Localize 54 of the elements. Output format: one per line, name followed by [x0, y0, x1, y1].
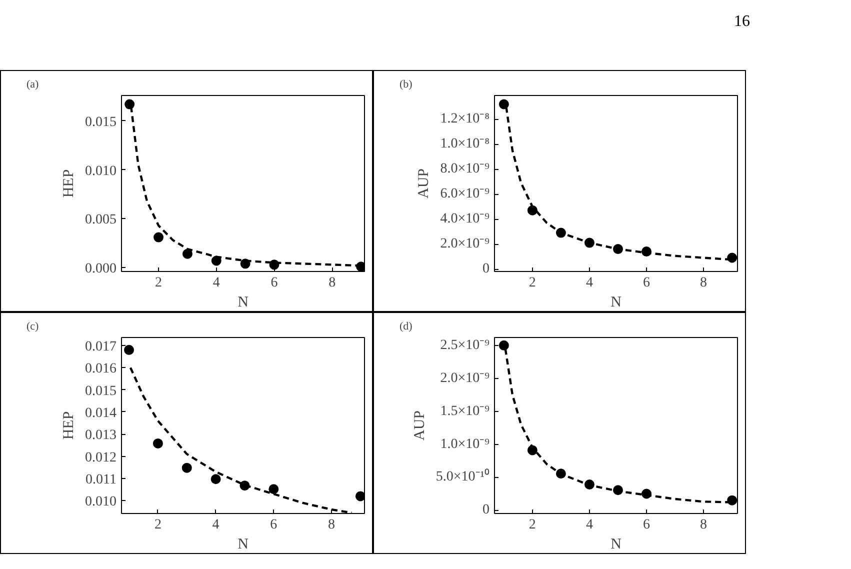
x-tick-label: 6: [643, 518, 650, 532]
text: (a): [26, 78, 40, 90]
y-tick-label: 8.0×10⁻⁹: [440, 162, 490, 177]
x-tick-label: 6: [270, 518, 278, 532]
y-axis-title: AUP: [416, 168, 432, 199]
y-tick-label: 1.5×10⁻⁹: [440, 404, 490, 419]
y-tick-label: 0.015: [85, 114, 116, 130]
x-axis-title: N: [610, 536, 622, 552]
text: (b): [400, 78, 413, 90]
x-tick-label: 4: [586, 276, 593, 290]
y-tick-label: 0.013: [85, 428, 116, 444]
y-tick-label: 0.010: [85, 494, 116, 510]
x-tick-label: 2: [528, 518, 536, 532]
y-tick-label: 2.0×10⁻⁹: [440, 370, 490, 386]
y-axis-title: HEP: [61, 411, 77, 440]
x-tick-label: 4: [586, 518, 593, 532]
y-tick-label: 0.000: [85, 262, 116, 277]
text: (c): [26, 320, 40, 332]
x-tick-label: 6: [643, 276, 650, 290]
y-tick-label: 1.2×10⁻⁸: [440, 112, 490, 127]
x-tick-label: 8: [700, 518, 708, 532]
x-axis-title: N: [238, 294, 249, 310]
y-tick-label: 0.011: [86, 472, 117, 488]
x-tick-label: 4: [212, 276, 220, 290]
text: (d): [400, 320, 413, 332]
x-tick-label: 4: [212, 518, 220, 532]
x-tick-label: 2: [154, 518, 162, 532]
y-tick-label: 0: [482, 262, 490, 277]
y-tick-label: 0.014: [85, 406, 116, 421]
y-tick-label: 0.017: [85, 339, 116, 354]
y-tick-label: 0: [482, 502, 490, 518]
x-tick-label: 8: [700, 276, 708, 290]
x-tick-label: 8: [328, 276, 336, 290]
y-tick-label: 0.016: [85, 362, 116, 377]
y-tick-label: 2.0×10⁻⁹: [440, 236, 490, 252]
text: 16: [734, 12, 750, 32]
x-tick-label: 2: [528, 276, 536, 290]
y-tick-label: 2.5×10⁻⁹: [440, 338, 490, 353]
x-tick-label: 6: [270, 276, 278, 290]
y-tick-label: 5.0×10⁻¹⁰: [436, 468, 490, 485]
y-tick-label: 0.012: [85, 450, 116, 466]
y-axis-title: HEP: [61, 169, 77, 198]
x-axis-title: N: [610, 294, 622, 310]
x-axis-title: N: [238, 536, 249, 552]
y-tick-label: 0.005: [85, 212, 116, 228]
x-tick-label: 2: [155, 276, 162, 290]
y-axis-title: AUP: [412, 410, 428, 441]
y-tick-label: 4.0×10⁻⁹: [440, 212, 490, 227]
y-tick-label: 0.015: [85, 384, 116, 399]
y-tick-label: 1.0×10⁻⁸: [440, 136, 490, 152]
y-tick-label: 0.010: [85, 164, 116, 179]
y-tick-label: 6.0×10⁻⁹: [440, 186, 490, 202]
y-tick-label: 1.0×10⁻⁹: [440, 436, 490, 452]
x-tick-label: 8: [328, 518, 336, 532]
